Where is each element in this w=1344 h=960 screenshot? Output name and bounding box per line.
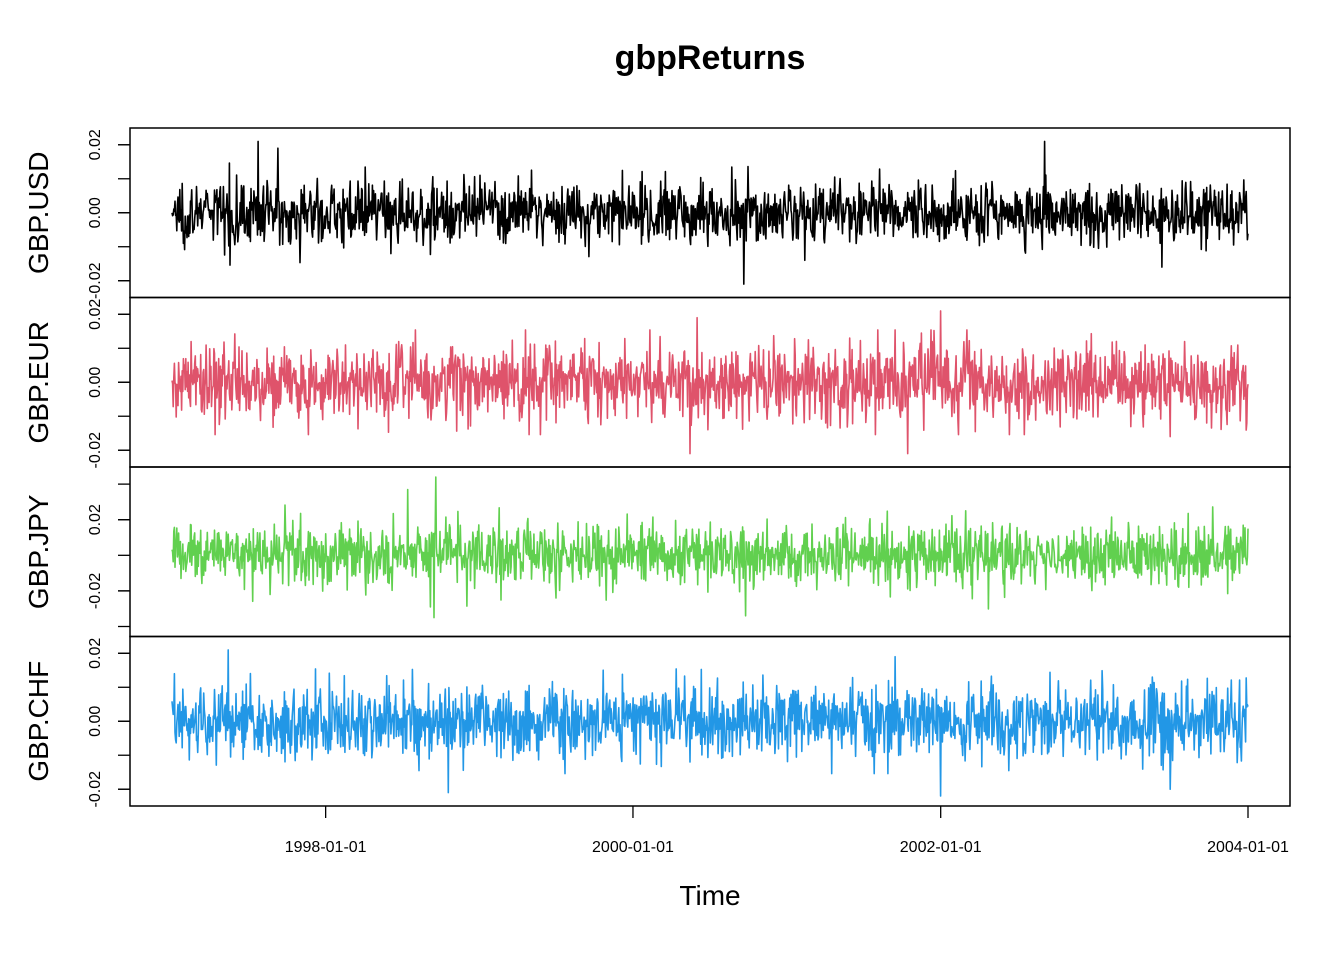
y-tick-label: 0.00 xyxy=(87,706,104,737)
panel-label: GBP.EUR xyxy=(23,321,54,443)
panel-label: GBP.CHF xyxy=(23,661,54,782)
panel-gbp-eur: -0.02 0.00 0.02 GBP.EUR xyxy=(23,296,1291,469)
series-line-gbp-usd xyxy=(171,140,1249,285)
y-tick-label: -0.02 xyxy=(87,262,104,299)
panels-group: -0.02 0.00 0.02 GBP.USD -0.02 0.00 0.02 GBP.EUR… xyxy=(23,127,1291,808)
x-axis: 1998-01-01 2000-01-01 2002-01-01 2004-01-01 xyxy=(285,806,1289,856)
series-line-gbp-jpy xyxy=(171,476,1249,619)
panel-gbp-jpy: -0.02 0.02 GBP.JPY xyxy=(23,466,1291,638)
y-tick-label: -0.02 xyxy=(87,771,104,808)
panel-gbp-chf: -0.02 0.00 0.02 GBP.CHF xyxy=(23,635,1291,808)
panel-gbp-usd: -0.02 0.00 0.02 GBP.USD xyxy=(23,127,1291,299)
panel-label: GBP.JPY xyxy=(23,494,54,609)
series-line-gbp-eur xyxy=(171,310,1249,455)
y-tick-label: 0.02 xyxy=(87,299,104,330)
panel-label: GBP.USD xyxy=(23,152,54,274)
y-tick-label: -0.02 xyxy=(87,573,104,610)
y-tick-label: 0.02 xyxy=(87,504,104,535)
x-tick-label: 1998-01-01 xyxy=(285,839,367,856)
y-tick-label: -0.02 xyxy=(87,432,104,469)
y-tick-label: 0.02 xyxy=(87,638,104,669)
chart-title: gbpReturns xyxy=(615,39,806,77)
x-tick-label: 2004-01-01 xyxy=(1207,839,1289,856)
y-tick-label: 0.02 xyxy=(87,129,104,160)
x-tick-label: 2002-01-01 xyxy=(900,839,982,856)
y-tick-label: 0.00 xyxy=(87,367,104,398)
y-tick-label: 0.00 xyxy=(87,197,104,228)
series-line-gbp-chf xyxy=(171,649,1249,797)
x-tick-label: 2000-01-01 xyxy=(592,839,674,856)
x-axis-label: Time xyxy=(679,880,740,911)
